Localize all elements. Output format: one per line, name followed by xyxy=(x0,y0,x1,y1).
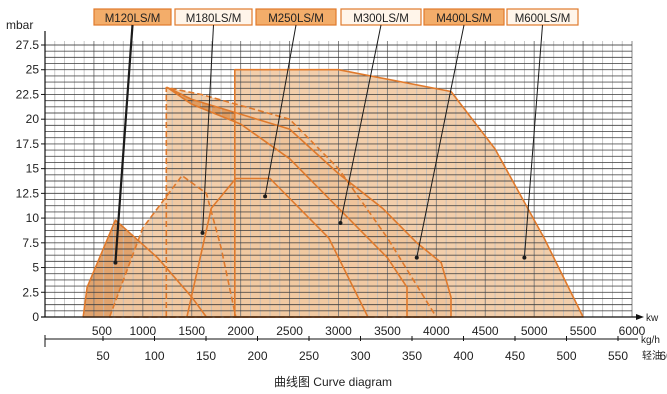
x-axis-unit-fuel: 轻油 xyxy=(642,349,662,362)
x-tick-label-kgh: 50 xyxy=(96,349,110,363)
legend-label: M250LS/M xyxy=(268,13,324,25)
legend-item-m120ls-m: M120LS/M xyxy=(93,8,172,26)
legend-item-m250ls-m: M250LS/M xyxy=(255,8,337,26)
x-tick-label-kgh: 450 xyxy=(505,349,525,363)
x-tick-label-kw: 3500 xyxy=(374,324,401,338)
leader-line-m400ls-m xyxy=(416,24,465,258)
series-outline-m600ls-m xyxy=(234,68,584,318)
leader-line-m600ls-m xyxy=(523,24,543,258)
y-tick-label: 22.5 xyxy=(16,87,40,101)
y-tick-label: 0 xyxy=(32,310,39,324)
x-axis-unit-kgh: kg/h xyxy=(641,335,660,346)
legend-item-m400ls-m: M400LS/M xyxy=(423,8,505,26)
leader-line-m250ls-m xyxy=(264,24,297,197)
leader-dot-m600ls-m xyxy=(522,255,527,260)
y-tick-label: 15 xyxy=(26,162,40,176)
x-tick-label-kw: 3000 xyxy=(325,324,352,338)
y-tick-label: 20 xyxy=(26,112,40,126)
y-tick-label: 10 xyxy=(26,211,40,225)
legend-label: M120LS/M xyxy=(105,13,161,25)
y-tick-labels: 0 2.5 5 7.5 10 12.5 15 17.5 20 22.5 25 27.5 xyxy=(16,38,45,324)
x-tick-label-kgh: 350 xyxy=(402,349,422,363)
legend-item-m600ls-m: M600LS/M xyxy=(506,8,579,26)
x-tick-label-kgh: 600 xyxy=(659,349,667,363)
legend-label: M400LS/M xyxy=(436,13,492,25)
x-tick-label-kgh: 150 xyxy=(196,349,216,363)
y-tick-label: 17.5 xyxy=(16,137,40,151)
x-axis-unit-kw: kw xyxy=(646,313,659,324)
leader-dot-m250ls-m xyxy=(263,194,268,199)
x-tick-label-kgh: 100 xyxy=(144,349,164,363)
x-tick-label-kw: 4000 xyxy=(423,324,450,338)
x-tick-label-kgh: 400 xyxy=(453,349,473,363)
legend: M120LS/M M180LS/M M250LS/M M300LS/M M400LS/M… xyxy=(93,8,579,26)
x-tick-label-kw: 1000 xyxy=(129,324,156,338)
leader-dot-m180ls-m xyxy=(200,230,205,235)
legend-item-m180ls-m: M180LS/M xyxy=(174,8,253,26)
x-tick-label-kw: 5000 xyxy=(521,324,548,338)
y-tick-label: 12.5 xyxy=(16,186,40,200)
x-tick-label-kgh: 250 xyxy=(299,349,319,363)
leader-dot-m400ls-m xyxy=(414,255,419,260)
y-tick-label: 5 xyxy=(32,261,39,275)
x-tick-label-kgh: 550 xyxy=(608,349,628,363)
legend-label: M600LS/M xyxy=(515,13,571,25)
x-tick-labels-kgh: 50 100 150 200 250 300 350 400 450 500 550 600 xyxy=(96,336,667,363)
x-tick-label-kw: 2500 xyxy=(276,324,303,338)
axes xyxy=(41,31,644,347)
legend-item-m300ls-m: M300LS/M xyxy=(340,8,422,26)
x-tick-label-kgh: 500 xyxy=(556,349,576,363)
x-tick-label-kw: 5500 xyxy=(570,324,597,338)
x-tick-label-kw: 6000 xyxy=(619,324,646,338)
leader-dot-m120ls-m xyxy=(113,260,118,265)
y-tick-label: 25 xyxy=(26,63,40,77)
chart-caption: 曲线图 Curve diagram xyxy=(274,375,392,389)
y-tick-label: 2.5 xyxy=(22,285,39,299)
legend-label: M180LS/M xyxy=(186,13,242,25)
x-tick-label-kw: 1500 xyxy=(178,324,205,338)
x-tick-label-kw-minor: 500 xyxy=(92,324,112,338)
y-tick-label: 27.5 xyxy=(16,38,40,52)
x-axis-arrow xyxy=(636,314,644,320)
y-axis-unit: mbar xyxy=(6,18,33,32)
leader-dot-m300ls-m xyxy=(338,221,343,226)
leader-lines xyxy=(113,24,543,265)
x-tick-label-kgh: 200 xyxy=(247,349,267,363)
series-outline-m300ls-m xyxy=(165,86,438,318)
leader-line-m300ls-m xyxy=(339,24,382,224)
x-tick-label-kw: 2000 xyxy=(227,324,254,338)
x-tick-labels-kw: 1000 1500 2000 2500 3000 3500 4000 4500 5000 5500… xyxy=(92,324,646,338)
leader-line-m180ls-m xyxy=(202,24,214,233)
legend-label: M300LS/M xyxy=(353,13,409,25)
grid-lines xyxy=(44,41,633,318)
y-tick-label: 7.5 xyxy=(22,236,39,250)
x-tick-label-kw: 4500 xyxy=(472,324,499,338)
leader-line-m120ls-m xyxy=(114,24,134,263)
x-tick-label-kgh: 300 xyxy=(350,349,370,363)
